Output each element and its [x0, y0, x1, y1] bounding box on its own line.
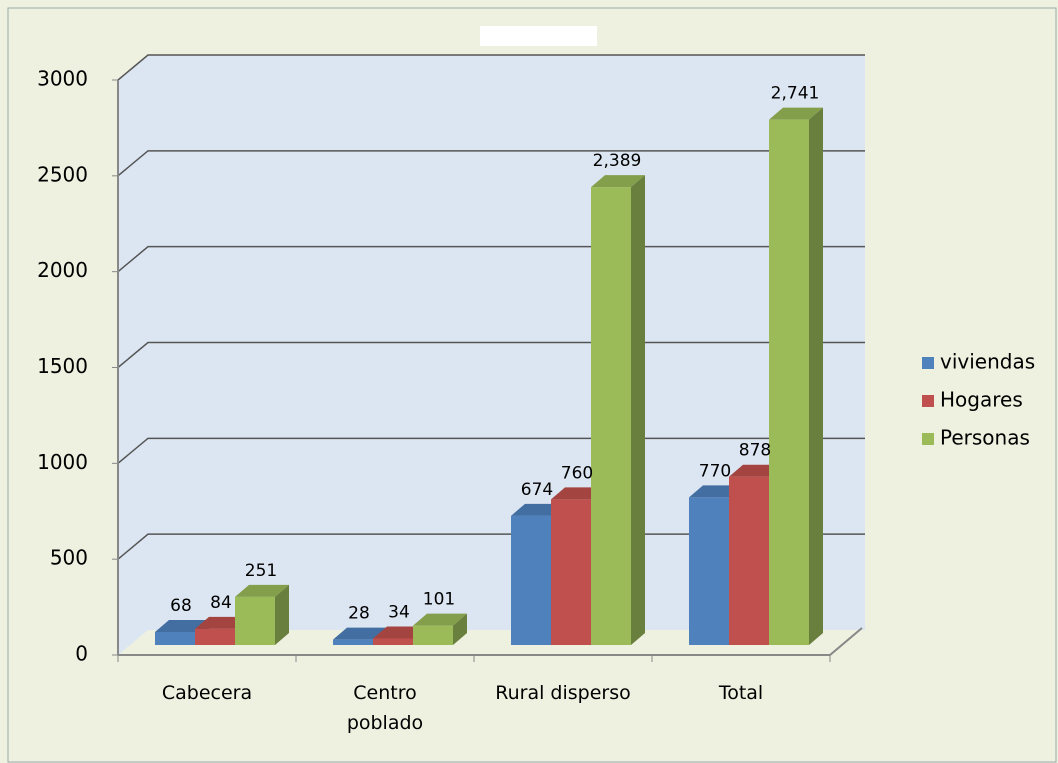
data-label: 878 — [739, 441, 771, 461]
x-tick-label: Centro poblado — [346, 682, 424, 734]
legend-swatch — [922, 433, 934, 445]
bar-front — [235, 596, 275, 645]
bar — [413, 613, 467, 645]
legend-swatch — [922, 357, 934, 369]
bar-side — [453, 613, 467, 645]
bar-top — [591, 175, 645, 188]
bar-side — [631, 175, 645, 645]
data-label: 760 — [561, 463, 593, 483]
bar — [235, 584, 289, 645]
data-label: 28 — [348, 604, 370, 624]
bar-front — [689, 497, 729, 645]
bar-top — [333, 627, 387, 640]
data-label: 251 — [245, 561, 277, 581]
y-tick-label: 1000 — [37, 450, 88, 474]
data-label: 2,389 — [593, 151, 642, 171]
x-tick-label: Total — [718, 682, 764, 704]
bar-side — [275, 584, 289, 645]
legend-label: Personas — [940, 426, 1030, 450]
bar-front — [591, 187, 631, 645]
bar-front — [729, 476, 769, 645]
y-tick-label: 2500 — [37, 162, 88, 186]
data-label: 84 — [210, 593, 232, 613]
bar-front — [413, 625, 453, 645]
grid-line — [117, 54, 865, 81]
bar-front — [155, 631, 195, 645]
bar — [591, 175, 645, 645]
title-box — [480, 26, 597, 46]
bar-top — [413, 613, 467, 626]
bar-top — [769, 107, 823, 120]
data-label: 34 — [388, 602, 410, 622]
x-tick-label: Rural disperso — [495, 682, 631, 704]
bar-front — [333, 639, 373, 645]
bar-top — [235, 584, 289, 597]
bar-front — [769, 119, 809, 646]
x-tick-label: Cabecera — [161, 682, 253, 704]
grid-line — [117, 150, 865, 177]
y-tick-label: 500 — [50, 546, 88, 570]
y-tick-label: 0 — [75, 642, 88, 666]
data-label: 2,741 — [771, 84, 820, 104]
bar — [769, 107, 823, 646]
data-label: 770 — [699, 461, 731, 481]
legend-label: viviendas — [940, 350, 1035, 374]
y-tick-label: 2000 — [37, 258, 88, 282]
bar-side — [809, 107, 823, 646]
bar-front — [551, 499, 591, 645]
bar-front — [373, 638, 413, 645]
y-tick-label: 3000 — [37, 67, 88, 91]
y-tick-label: 1500 — [37, 354, 88, 378]
legend-label: Hogares — [940, 388, 1023, 412]
bar-front — [195, 628, 235, 645]
data-label: 674 — [521, 480, 553, 500]
data-label: 68 — [170, 596, 192, 616]
bar-front — [511, 515, 551, 645]
data-label: 101 — [423, 590, 455, 610]
legend-swatch — [922, 395, 934, 407]
